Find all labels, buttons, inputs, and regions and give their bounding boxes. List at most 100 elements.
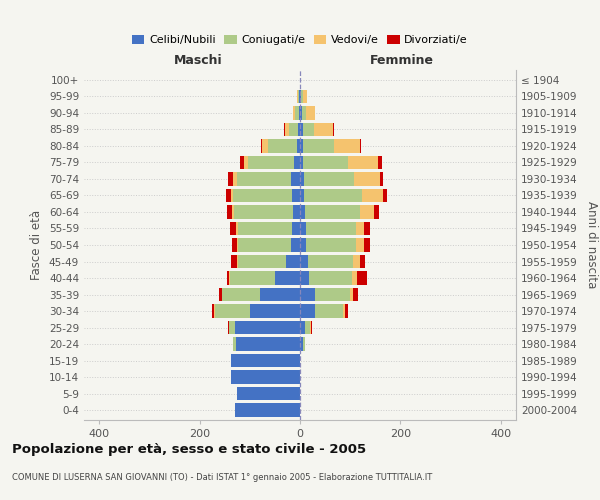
Bar <box>229 321 235 334</box>
Bar <box>300 238 306 252</box>
Bar <box>302 139 334 152</box>
Bar <box>236 338 300 351</box>
Bar <box>302 122 314 136</box>
Bar <box>230 188 233 202</box>
Bar <box>284 122 285 136</box>
Text: Femmine: Femmine <box>370 54 434 66</box>
Bar <box>236 222 238 235</box>
Bar <box>357 271 367 285</box>
Y-axis label: Anni di nascita: Anni di nascita <box>586 202 598 288</box>
Bar <box>275 271 300 285</box>
Bar <box>302 156 348 169</box>
Bar <box>302 338 305 351</box>
Y-axis label: Fasce di età: Fasce di età <box>31 210 43 280</box>
Bar <box>297 139 300 152</box>
Bar <box>291 172 300 186</box>
Bar <box>237 387 300 400</box>
Bar <box>227 205 232 219</box>
Bar <box>292 188 300 202</box>
Bar <box>230 271 275 285</box>
Bar <box>300 139 302 152</box>
Bar <box>315 304 343 318</box>
Bar <box>261 139 262 152</box>
Bar <box>354 172 380 186</box>
Bar <box>300 271 309 285</box>
Bar <box>237 238 238 252</box>
Bar <box>350 288 353 302</box>
Text: Popolazione per età, sesso e stato civile - 2005: Popolazione per età, sesso e stato civil… <box>12 442 366 456</box>
Bar <box>362 188 383 202</box>
Bar <box>309 271 352 285</box>
Bar <box>310 321 311 334</box>
Bar <box>380 172 383 186</box>
Bar <box>248 156 294 169</box>
Bar <box>300 205 305 219</box>
Bar <box>348 156 378 169</box>
Bar <box>300 338 302 351</box>
Bar <box>233 172 237 186</box>
Bar <box>286 254 300 268</box>
Bar <box>299 90 300 103</box>
Bar <box>226 188 230 202</box>
Bar <box>300 156 302 169</box>
Bar <box>315 288 350 302</box>
Bar <box>303 90 307 103</box>
Bar <box>352 271 357 285</box>
Bar <box>298 90 299 103</box>
Bar <box>305 106 314 120</box>
Bar <box>298 122 300 136</box>
Bar <box>215 304 250 318</box>
Bar <box>232 238 237 252</box>
Bar <box>300 122 302 136</box>
Bar <box>212 304 214 318</box>
Bar <box>300 90 301 103</box>
Bar <box>360 139 361 152</box>
Bar <box>378 156 382 169</box>
Bar <box>356 238 364 252</box>
Bar <box>291 238 300 252</box>
Bar <box>235 404 300 417</box>
Bar <box>293 205 300 219</box>
Bar <box>300 304 315 318</box>
Bar <box>345 304 348 318</box>
Bar <box>222 288 260 302</box>
Bar <box>244 156 248 169</box>
Bar <box>353 254 360 268</box>
Bar <box>238 222 292 235</box>
Bar <box>227 321 229 334</box>
Bar <box>305 321 310 334</box>
Bar <box>219 288 221 302</box>
Bar <box>300 222 306 235</box>
Bar <box>383 188 387 202</box>
Bar <box>300 254 308 268</box>
Text: COMUNE DI LUSERNA SAN GIOVANNI (TO) - Dati ISTAT 1° gennaio 2005 - Elaborazione : COMUNE DI LUSERNA SAN GIOVANNI (TO) - Da… <box>12 472 432 482</box>
Bar <box>360 205 374 219</box>
Bar <box>230 222 236 235</box>
Bar <box>314 122 332 136</box>
Bar <box>233 338 236 351</box>
Bar <box>300 288 315 302</box>
Bar <box>299 106 300 120</box>
Bar <box>343 304 345 318</box>
Legend: Celibi/Nubili, Coniugati/e, Vedovi/e, Divorziati/e: Celibi/Nubili, Coniugati/e, Vedovi/e, Di… <box>128 30 472 50</box>
Bar <box>300 106 302 120</box>
Bar <box>306 238 356 252</box>
Bar <box>260 288 300 302</box>
Bar <box>238 254 286 268</box>
Bar <box>311 321 312 334</box>
Bar <box>334 139 360 152</box>
Bar <box>232 205 233 219</box>
Bar <box>240 156 244 169</box>
Bar <box>268 139 297 152</box>
Bar <box>300 188 304 202</box>
Bar <box>360 254 365 268</box>
Bar <box>364 222 370 235</box>
Bar <box>300 321 305 334</box>
Bar <box>293 106 295 120</box>
Bar <box>262 139 268 152</box>
Bar <box>230 354 300 368</box>
Bar <box>295 106 299 120</box>
Bar <box>364 238 370 252</box>
Bar <box>304 188 362 202</box>
Bar <box>289 122 298 136</box>
